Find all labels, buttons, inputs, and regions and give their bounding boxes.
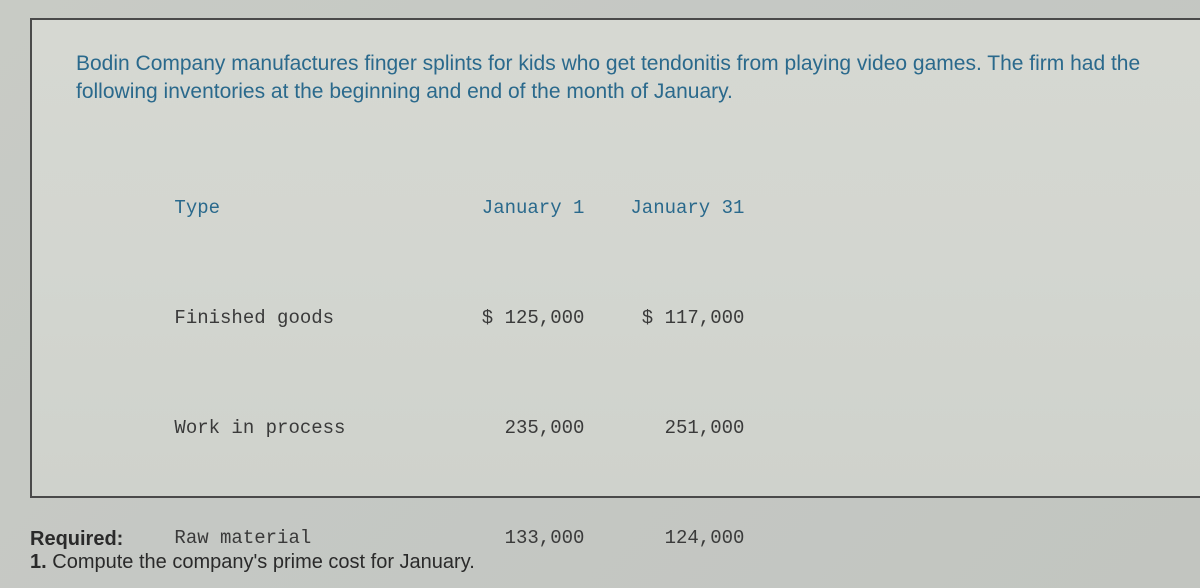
required-heading: Required: (30, 528, 475, 551)
cell-jan31: $ 117,000 (604, 307, 744, 329)
inventory-header-row: TypeJanuary 1 January 31 (106, 175, 1180, 241)
cell-jan1: $ 125,000 (444, 307, 584, 329)
cell-jan1: 235,000 (444, 417, 584, 439)
cell-type: Finished goods (174, 307, 444, 329)
required-section: Required: 1. Compute the company's prime… (30, 528, 475, 574)
table-row: Work in process235,000 251,000 (106, 395, 1180, 461)
item-text: Compute the company's prime cost for Jan… (52, 551, 475, 573)
problem-card: Bodin Company manufactures finger splint… (30, 18, 1200, 498)
required-item-1: 1. Compute the company's prime cost for … (30, 551, 475, 574)
table-row: Finished goods$ 125,000 $ 117,000 (106, 285, 1180, 351)
header-jan1: January 1 (444, 197, 584, 219)
cell-jan31: 124,000 (604, 527, 744, 549)
item-number: 1. (30, 551, 52, 573)
cell-type: Work in process (174, 417, 444, 439)
intro-paragraph: Bodin Company manufactures finger splint… (76, 50, 1180, 107)
inventory-table: TypeJanuary 1January 31 Finished goods$ … (106, 131, 1180, 588)
header-type: Type (174, 197, 444, 219)
cell-jan31: 251,000 (604, 417, 744, 439)
header-jan31: January 31 (604, 197, 744, 219)
